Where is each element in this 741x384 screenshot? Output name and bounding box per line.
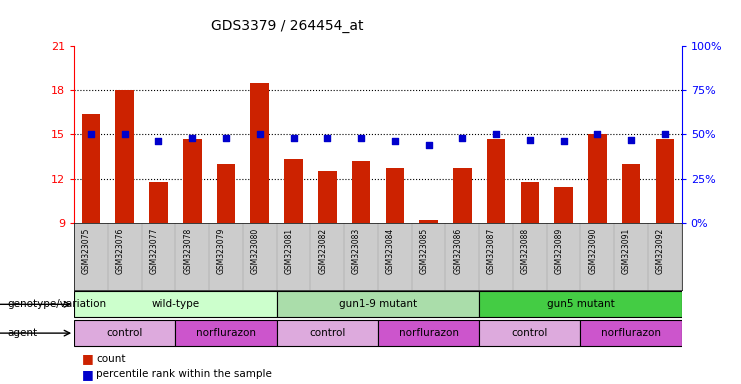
Text: GSM323087: GSM323087 [487,228,496,274]
Bar [276,291,479,317]
Text: norflurazon: norflurazon [399,328,459,338]
Bar [479,291,682,317]
Text: ■: ■ [82,353,93,366]
Bar [520,182,539,223]
Bar [487,139,505,223]
Bar [116,90,134,223]
Point [254,131,266,137]
Point [456,135,468,141]
Text: GSM323088: GSM323088 [521,228,530,274]
Point [659,131,671,137]
Point [85,131,97,137]
Point [490,131,502,137]
Bar [183,139,202,223]
Point [625,137,637,143]
Text: GSM323080: GSM323080 [250,228,260,274]
Text: GSM323079: GSM323079 [217,228,226,275]
Point [591,131,603,137]
Text: GSM323086: GSM323086 [453,228,462,274]
Text: norflurazon: norflurazon [196,328,256,338]
Bar [580,320,682,346]
Text: GSM323090: GSM323090 [588,228,597,275]
Point [288,135,299,141]
Text: genotype/variation: genotype/variation [7,299,107,310]
Text: GSM323082: GSM323082 [319,228,328,274]
Text: GSM323092: GSM323092 [656,228,665,274]
Text: percentile rank within the sample: percentile rank within the sample [96,369,272,379]
Text: GSM323075: GSM323075 [82,228,91,275]
Bar [656,139,674,223]
Text: GSM323091: GSM323091 [622,228,631,274]
Point [389,138,401,144]
Point [422,142,434,148]
Bar [250,83,269,223]
Bar [176,320,276,346]
Text: count: count [96,354,126,364]
Text: ■: ■ [82,368,93,381]
Text: control: control [107,328,143,338]
Bar [74,291,276,317]
Text: GSM323084: GSM323084 [386,228,395,274]
Bar [216,164,236,223]
Bar [588,134,607,223]
Bar [378,320,479,346]
Bar [352,161,370,223]
Text: control: control [511,328,548,338]
Bar [285,159,303,223]
Point [322,135,333,141]
Text: GDS3379 / 264454_at: GDS3379 / 264454_at [210,19,363,33]
Text: wild-type: wild-type [151,299,199,310]
Text: control: control [309,328,345,338]
Text: GSM323089: GSM323089 [554,228,564,274]
Bar [622,164,640,223]
Text: gun1-9 mutant: gun1-9 mutant [339,299,417,310]
Text: GSM323081: GSM323081 [285,228,293,274]
Bar [74,320,176,346]
Bar [419,220,438,223]
Text: GSM323078: GSM323078 [183,228,192,274]
Bar [385,168,404,223]
Point [186,135,198,141]
Bar [554,187,573,223]
Point [524,137,536,143]
Bar [82,114,100,223]
Point [220,135,232,141]
Point [119,131,130,137]
Bar [453,168,471,223]
Bar [318,171,336,223]
Text: GSM323083: GSM323083 [352,228,361,274]
Text: GSM323077: GSM323077 [150,228,159,275]
Text: GSM323076: GSM323076 [116,228,124,275]
Text: norflurazon: norflurazon [601,328,661,338]
Bar [149,182,167,223]
Text: agent: agent [7,328,38,338]
Text: GSM323085: GSM323085 [419,228,428,274]
Bar [479,320,580,346]
Bar [276,320,378,346]
Point [355,135,367,141]
Point [558,138,570,144]
Point [153,138,165,144]
Text: gun5 mutant: gun5 mutant [547,299,614,310]
